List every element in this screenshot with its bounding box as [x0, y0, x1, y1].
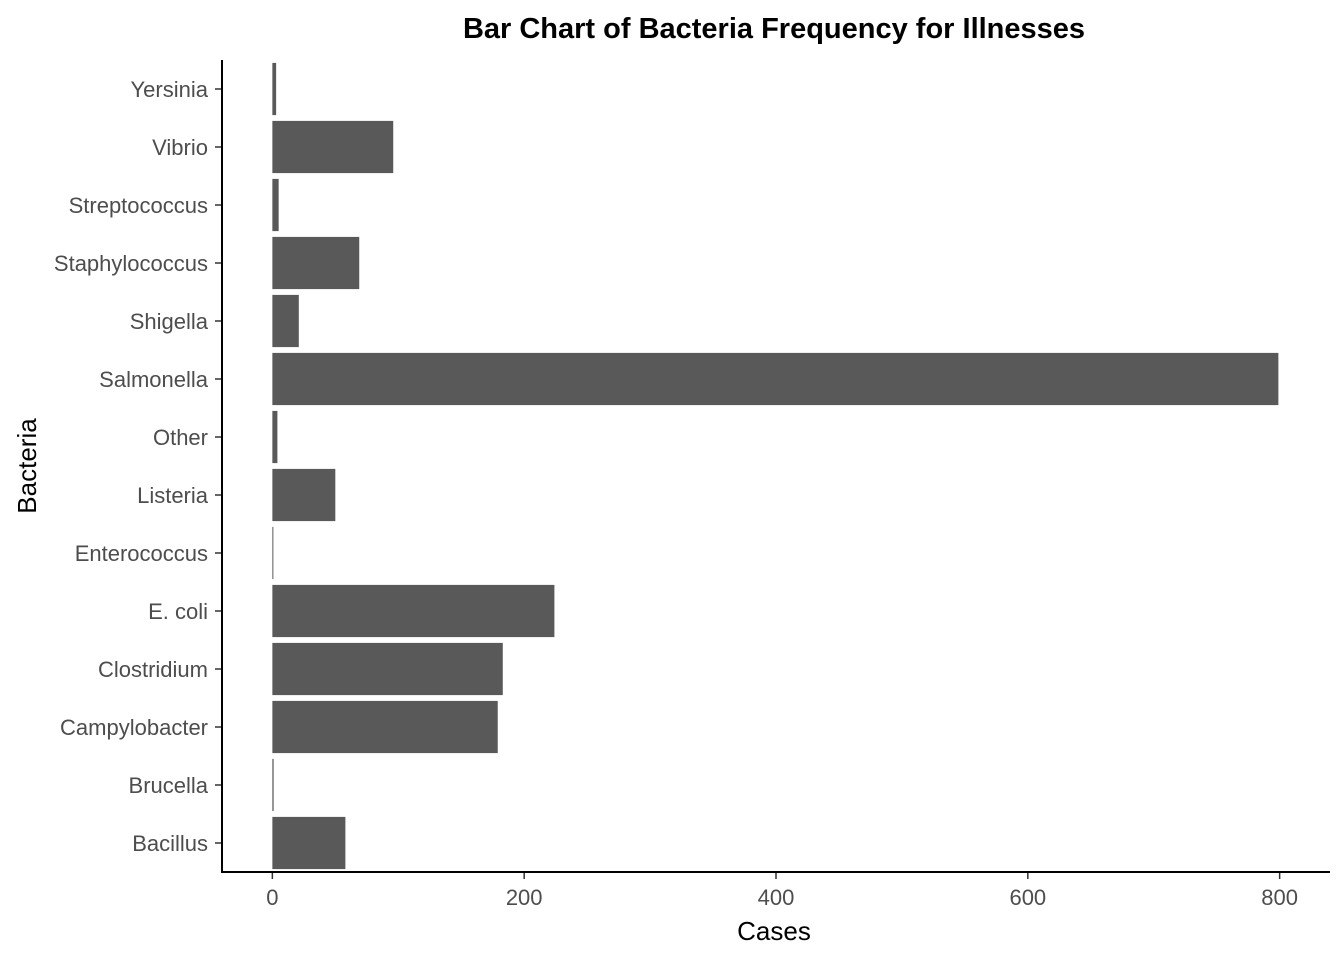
- bar-vibrio: [272, 120, 394, 174]
- y-axis-ticks: Bacillus Brucella Campylobacter Clostridium…: [54, 77, 222, 856]
- y-tick-label: Bacillus: [132, 831, 208, 856]
- bar-streptococcus: [272, 178, 279, 232]
- y-tick-label: Listeria: [137, 483, 209, 508]
- y-tick-label: Campylobacter: [60, 715, 208, 740]
- bar-e-coli: [272, 584, 555, 638]
- bar-yersinia: [272, 62, 277, 116]
- bar-shigella: [272, 294, 299, 348]
- y-tick-label: Clostridium: [98, 657, 208, 682]
- x-tick-label: 800: [1261, 885, 1298, 910]
- bar-other: [272, 410, 278, 464]
- y-tick-label: Enterococcus: [75, 541, 208, 566]
- y-tick-label: Streptococcus: [69, 193, 208, 218]
- y-tick-label: Shigella: [130, 309, 209, 334]
- bar-clostridium: [272, 642, 503, 696]
- x-tick-label: 0: [266, 885, 278, 910]
- bar-brucella: [272, 758, 274, 812]
- bar-bacillus: [272, 816, 346, 870]
- chart-title: Bar Chart of Bacteria Frequency for Illn…: [463, 13, 1085, 45]
- y-tick-label: Salmonella: [99, 367, 209, 392]
- y-tick-label: Other: [153, 425, 208, 450]
- bar-campylobacter: [272, 700, 498, 754]
- bars-layer: [272, 62, 1279, 870]
- y-tick-label: E. coli: [148, 599, 208, 624]
- bar-listeria: [272, 468, 336, 522]
- bar-staphylococcus: [272, 236, 360, 290]
- y-tick-label: Vibrio: [152, 135, 208, 160]
- y-tick-label: Yersinia: [131, 77, 209, 102]
- x-axis-ticks: 0 200 400 600 800: [266, 872, 1298, 910]
- bar-enterococcus: [272, 526, 274, 580]
- y-tick-label: Staphylococcus: [54, 251, 208, 276]
- x-tick-label: 600: [1009, 885, 1046, 910]
- y-axis-title: Bacteria: [12, 418, 42, 514]
- bar-salmonella: [272, 352, 1279, 406]
- x-axis-title: Cases: [737, 916, 811, 946]
- y-tick-label: Brucella: [129, 773, 209, 798]
- x-tick-label: 200: [506, 885, 543, 910]
- x-tick-label: 400: [758, 885, 795, 910]
